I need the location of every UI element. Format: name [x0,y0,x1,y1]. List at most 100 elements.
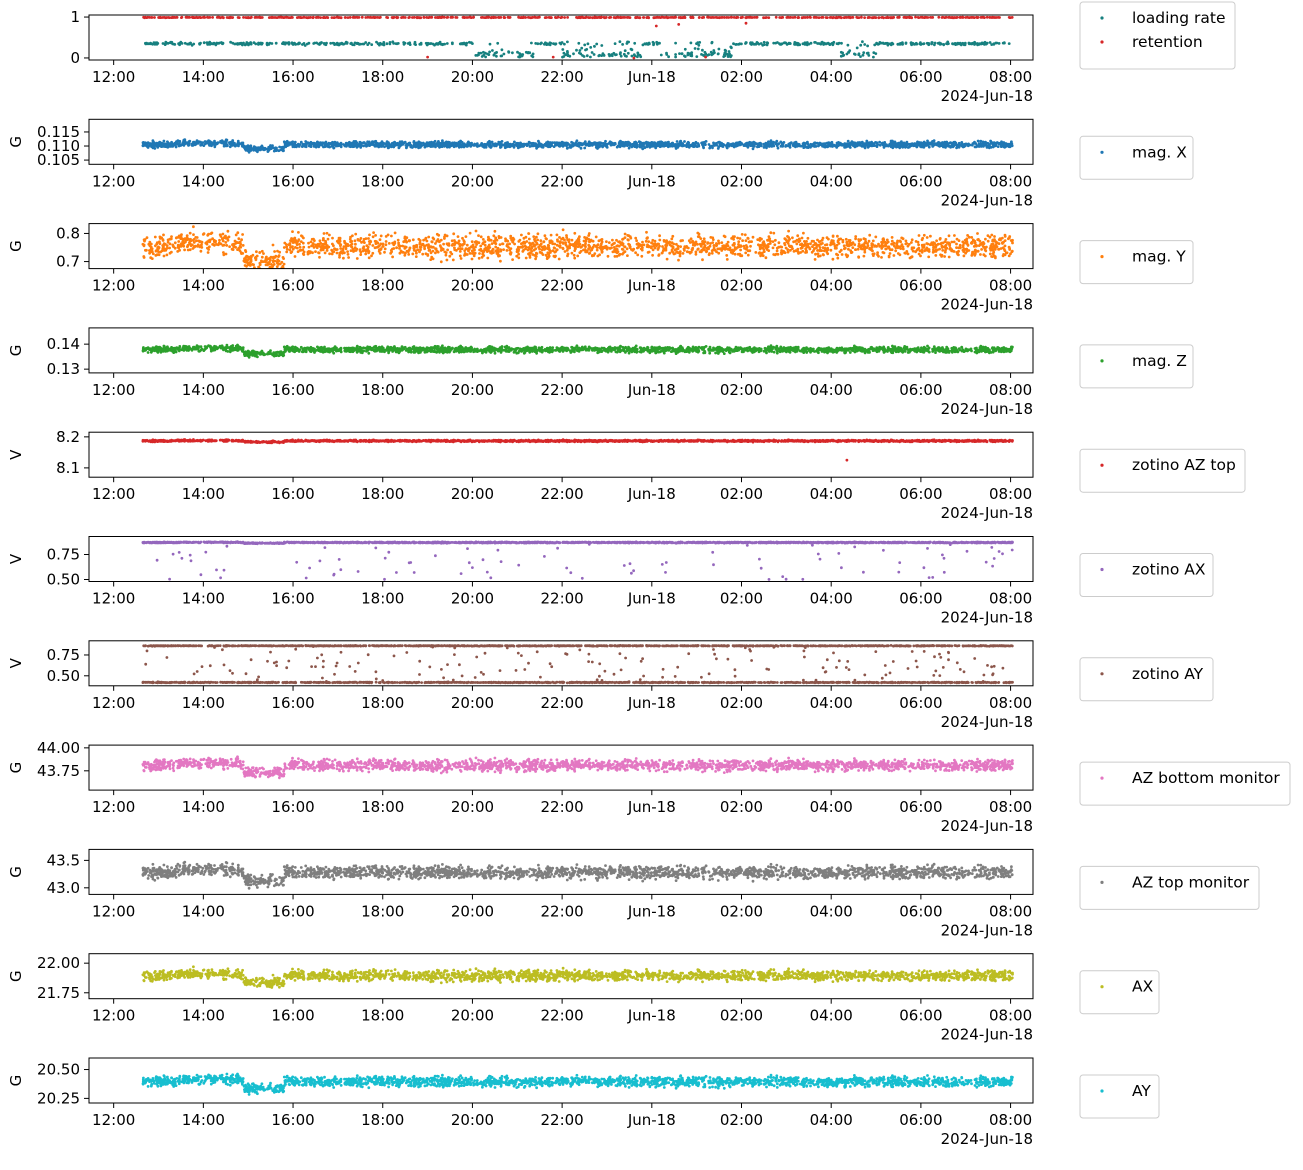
x-tick-label: 20:00 [451,694,494,712]
x-tick-label: 04:00 [810,902,853,920]
x-tick-label: 20:00 [451,277,494,295]
series-zotino-ax [141,540,1014,581]
x-tick-label: 18:00 [361,381,404,399]
axes-frame [88,14,1034,61]
x-tick-label: 16:00 [271,172,314,190]
y-tick-label: 43.5 [47,851,80,869]
points-10 [141,1072,1014,1096]
legend-marker [1100,880,1104,885]
x-tick-label: 14:00 [182,172,225,190]
y-axis-label: V [7,657,25,668]
x-tick-label: 06:00 [899,590,942,608]
panel-7: 43.75 44.00 G 12:00 14:00 16:00 18:00 20:00 22:0… [7,739,1291,835]
x-tick-label: 04:00 [810,381,853,399]
x-tick-label: Jun-18 [627,277,676,295]
x-tick-label: 20:00 [451,381,494,399]
x-tick-label: 14:00 [182,798,225,816]
points-4 [141,438,1014,478]
x-tick-label: Jun-18 [627,1007,676,1025]
x-tick-label: 08:00 [989,798,1032,816]
axes-frame [88,640,1034,687]
legend-1: mag. X [1079,135,1194,180]
x-tick-label: 16:00 [271,902,314,920]
legend-marker [1100,255,1104,259]
x-tick-label: 22:00 [541,590,584,608]
x-tick-label: 16:00 [271,590,314,608]
x-tick-label: 06:00 [899,172,942,190]
x-offset-label: 2024-Jun-18 [941,87,1033,105]
x-tick-label: 20:00 [451,485,494,503]
x-tick-label: 08:00 [989,277,1032,295]
axes-frame [88,744,1034,791]
y-axis-label: G [7,240,25,252]
x-tick-label: 06:00 [899,1111,942,1129]
x-tick-label: 06:00 [899,485,942,503]
x-tick-label: 18:00 [361,1111,404,1129]
x-tick-label: 22:00 [541,485,584,503]
y-tick-label: 0.75 [47,546,80,564]
points-7 [141,755,1014,780]
x-tick-label: 02:00 [720,590,763,608]
series-loading-rate [144,40,1011,59]
legend-7: AZ bottom monitor [1079,761,1291,806]
y-tick-label: 0.14 [47,335,80,353]
legend-label: mag. Y [1132,248,1186,266]
x-tick-label: 08:00 [989,1111,1032,1129]
legend-box [1079,865,1260,910]
x-tick-label: 14:00 [182,68,225,86]
legend-box [1079,970,1160,1015]
x-tick-label: 08:00 [989,381,1032,399]
legend-marker [1100,359,1104,363]
x-tick-label: 12:00 [92,68,135,86]
series-ay [141,1072,1014,1096]
y-tick-label: 44.00 [37,739,80,757]
x-offset-label: 2024-Jun-18 [941,713,1033,731]
y-tick-label: 0.105 [37,151,80,169]
y-tick-label: 0.115 [37,123,80,141]
x-tick-label: 14:00 [182,277,225,295]
legend-marker [1100,150,1104,154]
x-tick-label: 06:00 [899,381,942,399]
x-tick-label: 14:00 [182,902,225,920]
x-tick-label: Jun-18 [627,798,676,816]
axes-frame [88,431,1034,478]
legend-marker [1100,16,1104,20]
series-zotino-ay [141,643,1014,685]
x-offset-label: 2024-Jun-18 [941,1026,1033,1044]
y-tick-label: 0.75 [47,646,80,664]
x-tick-label: 14:00 [182,590,225,608]
x-tick-label: 04:00 [810,277,853,295]
y-tick-label: 0 [70,49,80,67]
x-tick-label: 02:00 [720,902,763,920]
legend-label: zotino AY [1132,665,1204,683]
y-tick-label: 8.1 [56,459,80,477]
x-tick-label: 12:00 [92,902,135,920]
x-tick-label: 16:00 [271,68,314,86]
x-tick-label: 18:00 [361,485,404,503]
x-tick-label: Jun-18 [627,485,676,503]
x-tick-label: 04:00 [810,694,853,712]
y-axis-label: G [7,970,25,982]
x-tick-label: 20:00 [451,1111,494,1129]
y-axis-label: G [7,345,25,357]
x-tick-label: 08:00 [989,485,1032,503]
x-tick-label: 18:00 [361,68,404,86]
legend-marker [1100,985,1104,989]
panel-3: 0.13 0.14 G 12:00 14:00 16:00 18:00 20:00 22:00 J… [7,327,1194,418]
x-tick-label: 20:00 [451,902,494,920]
x-tick-label: 02:00 [720,1007,763,1025]
legend-marker [1100,776,1104,780]
x-tick-label: 12:00 [92,590,135,608]
x-tick-label: 12:00 [92,694,135,712]
x-tick-label: 02:00 [720,172,763,190]
legend-box [1079,448,1246,493]
x-tick-label: 08:00 [989,902,1032,920]
x-tick-label: 08:00 [989,694,1032,712]
series-retention [142,15,1014,60]
y-tick-label: 0.110 [37,137,80,155]
legend-marker [1100,463,1104,467]
x-tick-label: 02:00 [720,381,763,399]
x-tick-label: 16:00 [271,277,314,295]
x-tick-label: Jun-18 [627,1111,676,1129]
